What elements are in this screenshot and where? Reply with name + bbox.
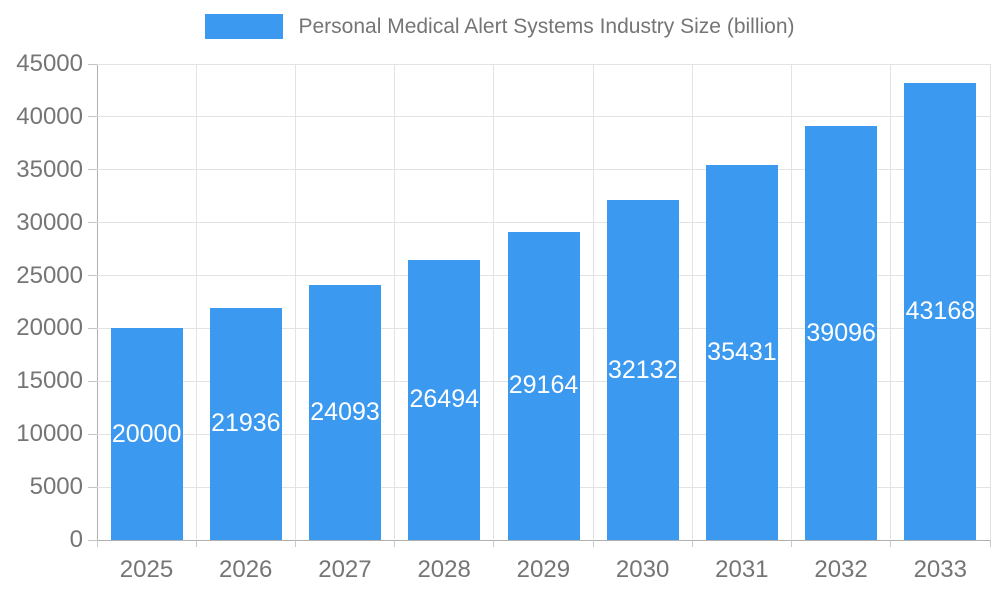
y-axis-tick [88,275,97,277]
gridline-vertical [493,64,495,540]
legend: Personal Medical Alert Systems Industry … [0,14,1000,39]
bar-value-label: 20000 [111,419,182,448]
y-tick-label: 25000 [16,261,83,289]
bar-value-label: 35431 [707,338,777,367]
x-axis-tick [592,540,594,547]
bar-value-label: 43168 [905,297,976,326]
gridline-vertical [791,64,793,540]
y-tick-label: 5000 [29,473,83,501]
x-tick-label: 2031 [715,556,769,583]
gridline-vertical [592,64,594,540]
y-axis-tick [88,380,97,382]
gridline-horizontal [97,63,990,65]
bar-value-label: 32132 [607,355,678,384]
y-tick-label: 45000 [16,50,83,77]
y-axis-line [97,64,98,547]
x-tick-label: 2029 [516,556,571,583]
bar: 21936 [209,307,282,540]
x-axis-tick [294,540,296,547]
bar: 26494 [408,259,481,540]
gridline-horizontal [97,222,990,224]
y-tick-label: 40000 [16,102,83,130]
bar-value-label: 21936 [211,409,281,438]
bar-value-label: 39096 [806,318,876,347]
y-tick-label: 10000 [16,420,83,448]
x-tick-label: 2027 [318,556,372,583]
x-tick-label: 2026 [219,556,273,583]
chart-title: Personal Medical Alert Systems Industry … [298,14,795,38]
bar: 24093 [309,285,382,540]
gridline-vertical [195,64,197,540]
gridline-horizontal [97,116,990,118]
y-tick-label: 35000 [16,155,83,183]
y-tick-label: 15000 [16,367,83,395]
x-axis-tick [890,540,892,547]
bar: 43168 [904,83,977,540]
y-axis-tick [88,222,97,224]
gridline-vertical [890,64,892,540]
bar: 32132 [606,200,679,540]
gridline-vertical [989,64,991,540]
x-axis-tick [791,540,793,547]
y-axis-tick [88,486,97,488]
y-axis-tick [88,169,97,171]
x-axis-tick [195,540,197,547]
y-tick-label: 30000 [16,208,83,236]
gridline-vertical [294,64,296,540]
y-tick-label: 20000 [16,314,83,342]
y-axis-tick [88,63,97,65]
x-tick-label: 2032 [814,556,868,583]
bar: 35431 [705,165,778,540]
x-tick-label: 2028 [417,556,471,583]
gridline-vertical [394,64,396,540]
x-tick-label: 2030 [615,556,670,583]
plot-area: 0 5000 10000 15000 20000 25000 30000 35000 40000… [16,51,991,583]
x-axis-tick [691,540,693,547]
bar-value-label: 29164 [508,371,579,400]
y-axis-tick [88,539,97,541]
bar: 20000 [110,328,183,540]
x-axis-line [88,540,990,541]
x-axis-tick [394,540,396,547]
y-tick-label: 0 [69,526,83,553]
x-axis-tick [493,540,495,547]
legend-swatch [205,14,284,39]
y-axis-tick [88,433,97,435]
x-axis-tick [989,540,991,547]
gridline-horizontal [97,169,990,171]
y-axis-tick [88,116,97,118]
x-tick-label: 2025 [119,556,174,583]
bar: 39096 [805,126,878,540]
x-tick-label: 2033 [913,556,967,583]
bar-value-label: 26494 [409,385,480,414]
y-axis-tick [88,327,97,329]
bar-value-label: 24093 [310,398,380,427]
bar: 29164 [507,231,580,540]
x-axis-tick [96,540,98,547]
gridline-vertical [691,64,693,540]
